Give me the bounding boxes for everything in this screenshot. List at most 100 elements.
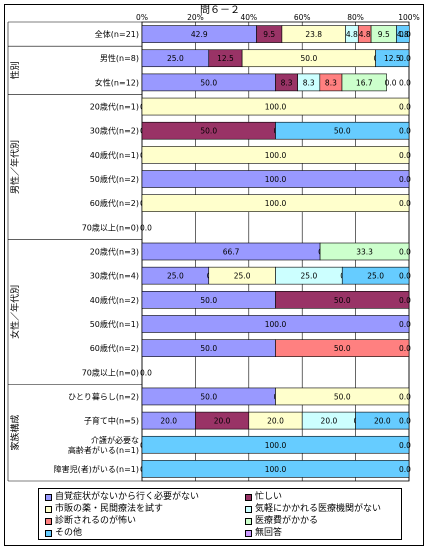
legend-swatch <box>245 493 252 501</box>
category-label: 70歳以上(n=0) <box>82 222 139 232</box>
data-label: 0.0 <box>385 78 397 87</box>
data-label: 20.0 <box>160 417 177 426</box>
bar-segment <box>141 460 410 478</box>
data-label: 25.0 <box>167 272 184 281</box>
data-label: 0.0 <box>140 223 152 232</box>
data-label: 0.0 <box>399 248 411 257</box>
bar-segment <box>275 291 410 309</box>
data-label: 50.0 <box>334 344 351 353</box>
data-label: 0.0 <box>399 417 411 426</box>
category-label: 30歳代(n=4) <box>90 271 139 281</box>
data-label: 33.3 <box>356 248 373 257</box>
x-tick-label: 20% <box>187 13 204 22</box>
legend-label: その他 <box>55 528 83 538</box>
bar-segment <box>341 73 387 92</box>
category-label: 20歳代(n=3) <box>90 247 139 257</box>
legend-swatch <box>45 505 52 513</box>
category-label: 男性(n=8) <box>100 53 139 63</box>
legend-item: 忙しい <box>245 492 282 502</box>
data-label: 0.0 <box>399 392 411 401</box>
category-label: 女性(n=12) <box>95 77 139 87</box>
bar-segment <box>141 97 410 116</box>
legend-swatch <box>245 529 252 537</box>
legend-label: 忙しい <box>255 492 283 502</box>
data-label: 9.5 <box>378 30 390 39</box>
data-label: 42.9 <box>191 30 208 39</box>
legend-item: 自覚症状がないから行く必要がない <box>45 492 199 502</box>
legend-swatch <box>245 505 252 513</box>
data-label: 0.0 <box>399 272 411 281</box>
data-label: 0.0 <box>399 103 411 112</box>
category-label: 70歳以上(n=0) <box>82 367 139 377</box>
data-label: 100.0 <box>265 103 287 112</box>
bar-segment <box>141 315 410 333</box>
data-label: 20.0 <box>214 417 231 426</box>
data-label: 0.0 <box>399 78 411 87</box>
legend-label: 医療費がかかる <box>255 516 319 526</box>
data-label: 25.0 <box>167 54 184 63</box>
data-label: 66.7 <box>223 248 240 257</box>
data-label: 50.0 <box>200 392 217 401</box>
data-label: 0.0 <box>399 151 411 160</box>
data-label: 8.3 <box>325 78 337 87</box>
data-label: 20.0 <box>267 417 284 426</box>
legend-item: 医療費がかかる <box>245 516 318 526</box>
category-label: 介護が必要な <box>91 435 139 445</box>
category-label: 60歳代(n=2) <box>90 343 139 353</box>
data-label: 100.0 <box>265 199 287 208</box>
data-label: 0.0 <box>399 30 411 39</box>
bar-segment <box>341 266 410 285</box>
legend-swatch <box>45 493 52 501</box>
legend-item: 気軽にかかれる医療機関がない <box>245 504 381 514</box>
legend-item: 市販の薬・民間療法を試す <box>45 504 163 514</box>
data-label: 50.0 <box>200 296 217 305</box>
category-label: 50歳代(n=1) <box>90 319 139 329</box>
data-label: 0.0 <box>399 199 411 208</box>
data-label: 12.5 <box>217 54 234 63</box>
legend-label: 無回答 <box>255 528 283 538</box>
x-tick-label: 60% <box>294 13 311 22</box>
data-label: 0.0 <box>399 465 411 474</box>
legend-swatch <box>45 529 52 537</box>
data-label: 25.0 <box>301 272 318 281</box>
data-label: 12.5 <box>384 54 401 63</box>
legend-label: 自覚症状がないから行く必要がない <box>55 492 200 502</box>
x-tick-label: 40% <box>240 13 257 22</box>
chart-legend: 自覚症状がないから行く必要がない 忙しい市販の薬・民間療法を試す 気軽にかかれる医療… <box>38 488 402 540</box>
x-tick-label: 0% <box>136 13 148 22</box>
bar-segment <box>396 25 410 43</box>
data-label: 50.0 <box>334 296 351 305</box>
data-label: 100.0 <box>265 151 287 160</box>
group-label: 性別 <box>9 61 21 79</box>
bar-segment <box>141 435 410 454</box>
data-label: 50.0 <box>334 392 351 401</box>
data-label: 23.8 <box>305 30 322 39</box>
category-label: 40歳代(n=2) <box>90 295 139 305</box>
data-label: 25.0 <box>367 272 384 281</box>
data-label: 8.3 <box>303 78 315 87</box>
chart-title: 問６－２ <box>200 4 240 16</box>
data-label: 0.0 <box>399 344 411 353</box>
category-label: 50歳代(n=2) <box>90 174 139 184</box>
data-label: 50.0 <box>334 127 351 136</box>
data-label: 4.8 <box>397 30 409 39</box>
category-label: 子育て中(n=5) <box>84 416 139 426</box>
x-tick-label: 80% <box>347 13 364 22</box>
data-label: 16.7 <box>356 78 373 87</box>
legend-label: 診断されるのが怖い <box>55 516 137 526</box>
bar-segment <box>141 146 410 164</box>
legend-item: 診断されるのが怖い <box>45 516 136 526</box>
bar-segment <box>141 194 410 212</box>
data-label: 0.0 <box>399 54 411 63</box>
group-label: 男性／年代別 <box>9 140 21 194</box>
data-label: 50.0 <box>200 127 217 136</box>
category-label: ひとり暮らし(n=2) <box>68 391 139 401</box>
category-label: 60歳代(n=2) <box>90 198 139 208</box>
data-label: 0.0 <box>140 368 152 377</box>
legend-label: 市販の薬・民間療法を試す <box>55 504 164 514</box>
legend-label: 気軽にかかれる医療機関がない <box>255 504 382 514</box>
data-label: 100.0 <box>265 320 287 329</box>
data-label: 9.5 <box>263 30 275 39</box>
category-label: 20歳代(n=1) <box>90 102 139 112</box>
